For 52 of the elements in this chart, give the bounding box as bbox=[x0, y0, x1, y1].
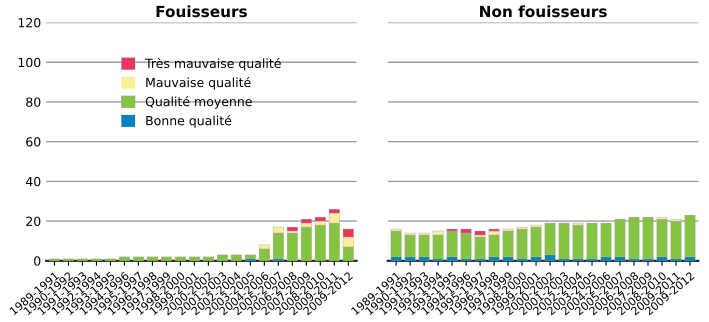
bar bbox=[558, 222, 570, 260]
bar bbox=[230, 254, 242, 261]
bar bbox=[432, 234, 444, 260]
y-tick-label: 60 bbox=[26, 137, 40, 147]
chart-title: Non fouisseurs bbox=[480, 5, 607, 18]
bar bbox=[404, 234, 416, 258]
bar bbox=[202, 256, 214, 261]
bar bbox=[446, 230, 458, 258]
legend-label: Très mauvaise qualité bbox=[145, 58, 281, 70]
bar bbox=[160, 256, 172, 261]
y-tick-label: 20 bbox=[26, 216, 40, 226]
bar bbox=[502, 230, 514, 258]
bar bbox=[300, 218, 312, 224]
bar bbox=[600, 222, 612, 258]
bar bbox=[286, 226, 298, 232]
bar bbox=[474, 230, 486, 236]
bar bbox=[390, 230, 402, 258]
bar bbox=[300, 226, 312, 261]
bar bbox=[488, 234, 500, 258]
chart-title: Fouisseurs bbox=[156, 5, 247, 18]
legend-label: Mauvaise qualité bbox=[146, 76, 251, 90]
bar bbox=[628, 216, 640, 260]
y-tick-label: 40 bbox=[26, 176, 40, 186]
bar bbox=[286, 232, 298, 261]
bar bbox=[216, 254, 228, 261]
bar bbox=[614, 218, 626, 258]
y-tick-label: 80 bbox=[26, 97, 40, 107]
bar bbox=[188, 256, 200, 261]
legend-label: Bonne qualité bbox=[146, 115, 232, 128]
bar bbox=[314, 216, 326, 222]
bar bbox=[642, 216, 654, 260]
legend-label: Qualité moyenne bbox=[146, 96, 252, 109]
y-tick-label: 0 bbox=[34, 256, 40, 266]
bar bbox=[460, 232, 472, 260]
bar bbox=[314, 224, 326, 261]
bar bbox=[586, 222, 598, 260]
bar bbox=[656, 218, 668, 258]
bar bbox=[258, 248, 270, 261]
y-tick-label: 120 bbox=[18, 18, 40, 28]
bar bbox=[174, 256, 186, 261]
bar bbox=[530, 226, 542, 258]
bar bbox=[418, 234, 430, 258]
bar bbox=[118, 256, 130, 261]
bar bbox=[146, 256, 158, 261]
y-tick-label: 100 bbox=[18, 58, 40, 68]
bar bbox=[684, 214, 696, 258]
bar bbox=[670, 220, 682, 260]
bar bbox=[132, 256, 144, 261]
bar bbox=[244, 254, 256, 260]
bar bbox=[572, 224, 584, 260]
bar bbox=[516, 228, 528, 260]
bar bbox=[474, 236, 486, 260]
